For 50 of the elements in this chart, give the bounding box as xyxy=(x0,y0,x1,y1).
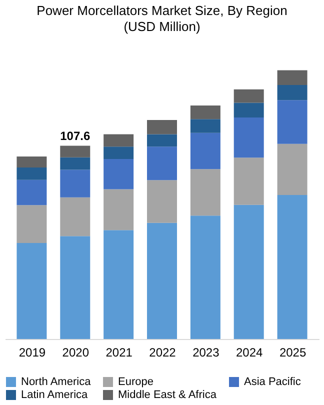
bar xyxy=(60,170,90,198)
bar xyxy=(190,119,220,133)
legend-label: North America xyxy=(21,376,92,388)
bar xyxy=(104,189,134,230)
x-tick-label: 2025 xyxy=(279,346,306,360)
x-tick-label: 2023 xyxy=(192,346,220,360)
bar xyxy=(277,144,308,195)
bar xyxy=(60,197,90,236)
bar xyxy=(147,134,177,147)
bar xyxy=(104,158,134,190)
x-tick-label: 2022 xyxy=(149,346,176,360)
x-tick-label: 2019 xyxy=(18,346,46,360)
bar xyxy=(16,156,47,168)
legend-label: Europe xyxy=(118,376,154,388)
chart-title: Power Morcellators Market Size, By Region xyxy=(36,3,288,18)
bar xyxy=(16,243,47,339)
bar xyxy=(147,146,177,180)
bar xyxy=(234,102,264,118)
bar xyxy=(190,216,220,339)
legend-label: Asia Pacific xyxy=(244,376,302,388)
bar xyxy=(190,105,220,120)
bar xyxy=(277,100,308,144)
bar xyxy=(234,89,264,103)
bar xyxy=(147,120,177,134)
bar xyxy=(234,204,264,339)
bar xyxy=(234,118,264,158)
bar xyxy=(277,70,308,86)
chart-subtitle: (USD Million) xyxy=(124,19,200,34)
bar xyxy=(16,205,47,244)
bar xyxy=(104,230,134,339)
bar xyxy=(277,194,308,339)
bar xyxy=(60,157,90,170)
annotation: 107.6 xyxy=(60,128,90,143)
legend-label: Middle East & Africa xyxy=(118,389,218,401)
bar xyxy=(190,132,220,170)
x-tick-label: 2020 xyxy=(62,346,90,360)
bar xyxy=(60,146,90,158)
bar xyxy=(16,180,47,206)
x-tick-label: 2021 xyxy=(106,346,133,360)
legend-label: Latin America xyxy=(21,389,89,401)
bar xyxy=(190,169,220,216)
bar xyxy=(60,236,90,339)
bar xyxy=(104,146,134,159)
bar xyxy=(104,134,134,147)
x-tick-label: 2024 xyxy=(236,346,264,360)
bar xyxy=(277,85,308,100)
bar xyxy=(147,222,177,339)
bar xyxy=(16,168,47,180)
bar xyxy=(234,158,264,205)
bar xyxy=(147,180,177,223)
